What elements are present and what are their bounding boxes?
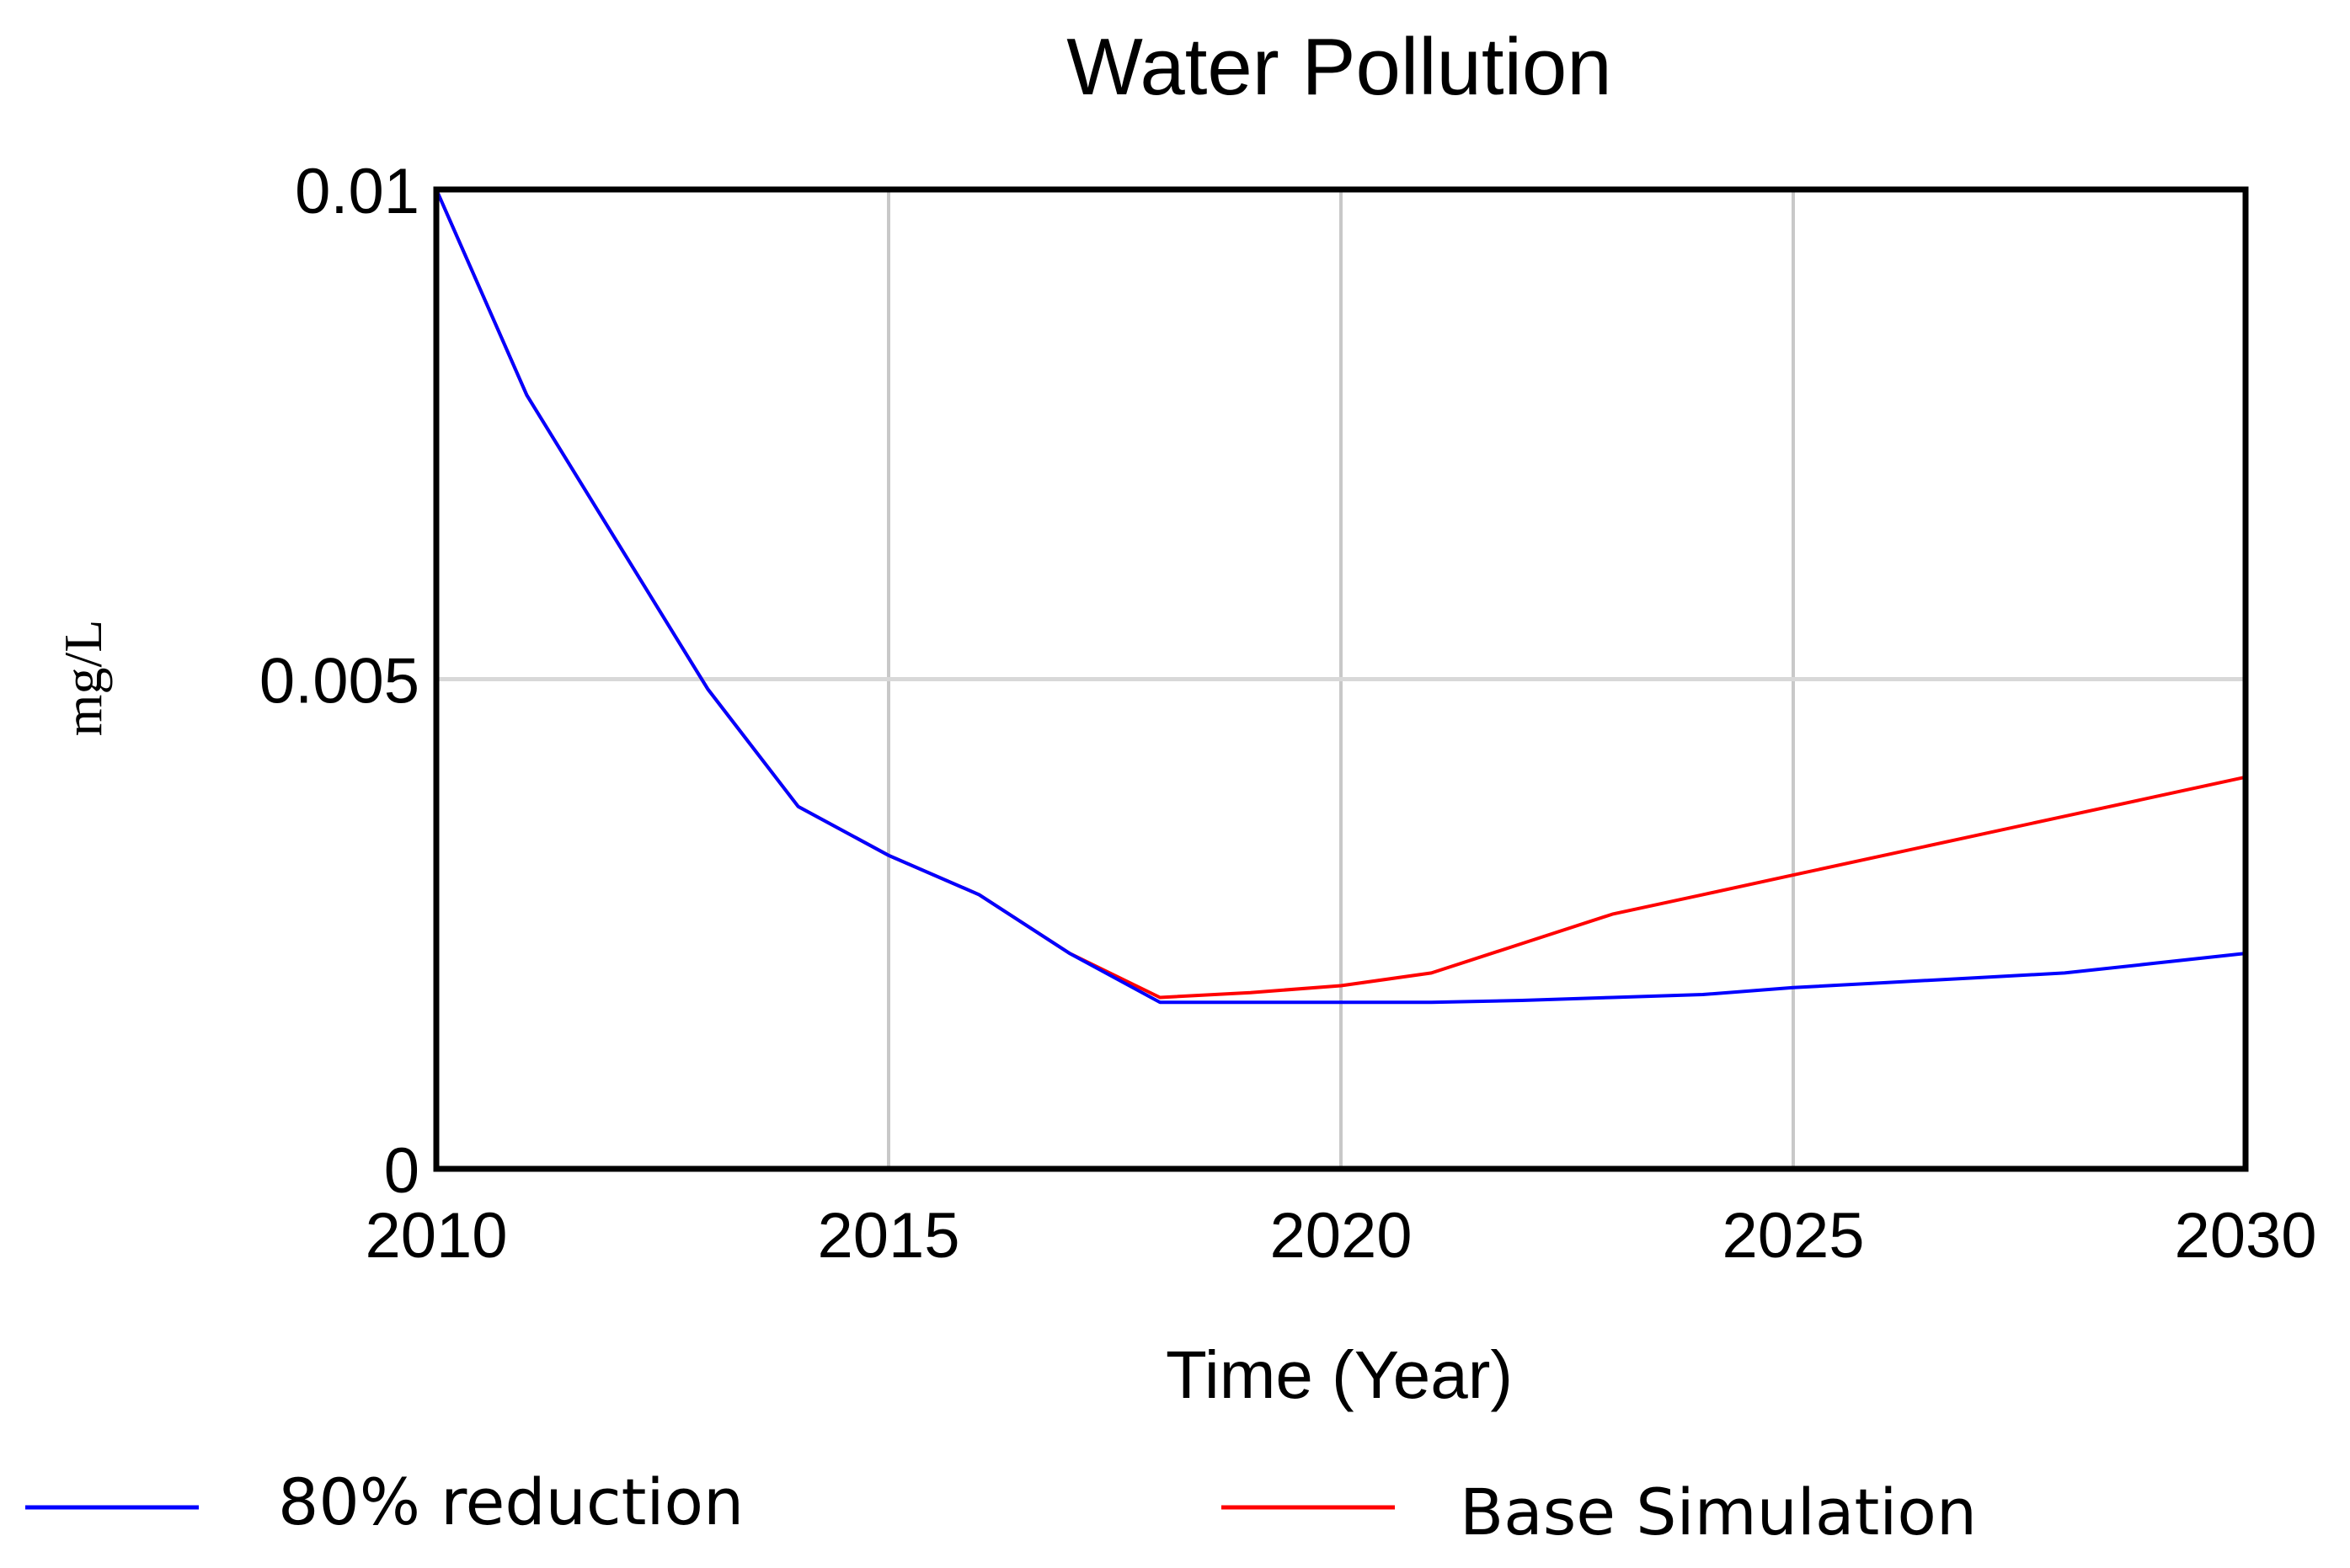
x-tick-label-2030: 2030: [2174, 1200, 2316, 1272]
plot-area-frame: [433, 186, 2249, 1172]
series-line-80-reduction: [435, 189, 2246, 1005]
y-tick-label-0.005: 0.005: [259, 646, 419, 717]
x-tick-labels: 2010 2015 2020 2025 2030: [365, 1200, 2316, 1272]
gridlines: [435, 187, 2247, 1171]
legend-label-base-simulation: Base Simulation: [1460, 1475, 1977, 1549]
x-tick-label-2025: 2025: [1722, 1200, 1864, 1272]
series-layer: [435, 189, 2246, 1005]
y-tick-label-0: 0: [384, 1135, 419, 1207]
legend: 80% reduction Base Simulation: [25, 1464, 1977, 1549]
y-tick-label-0.01: 0.01: [295, 156, 419, 227]
x-tick-label-2010: 2010: [365, 1200, 507, 1272]
y-axis-label: mg/L: [53, 620, 113, 737]
y-tick-labels: 0 0.005 0.01: [259, 156, 419, 1207]
x-tick-label-2015: 2015: [817, 1200, 959, 1272]
chart-title: Water Pollution: [1066, 22, 1611, 112]
x-axis-label: Time (Year): [1166, 1337, 1513, 1412]
legend-label-80-reduction: 80% reduction: [278, 1464, 744, 1539]
x-tick-label-2020: 2020: [1269, 1200, 1412, 1272]
